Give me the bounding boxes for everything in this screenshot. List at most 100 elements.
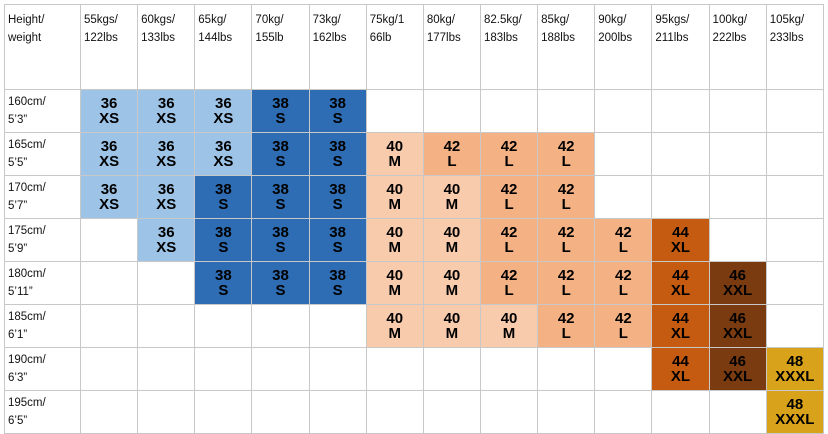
empty-cell [422, 89, 481, 133]
empty-cell [251, 304, 310, 348]
size-number: 42 [557, 181, 575, 198]
empty-cell [79, 304, 139, 348]
size-label: XS [156, 110, 177, 127]
size-label: L [561, 196, 571, 213]
size-number: 38 [272, 181, 289, 198]
size-cell: 48 XXXL [765, 347, 825, 391]
size-number: 46 [729, 353, 746, 370]
size-label: M [388, 153, 402, 170]
size-cell: 40 M [422, 175, 481, 219]
size-label: XXXL [775, 411, 815, 428]
size-number: 38 [329, 95, 346, 112]
size-number: 38 [215, 181, 232, 198]
header-cell: 65kg/ 144lbs [194, 4, 253, 90]
size-number: 46 [729, 310, 746, 327]
size-label: L [561, 325, 571, 342]
size-label: S [218, 239, 229, 256]
size-cell: 48 XXXL [765, 390, 825, 434]
empty-cell [251, 347, 310, 391]
size-cell: 40 M [365, 132, 424, 176]
empty-cell [651, 89, 710, 133]
size-number: 38 [329, 267, 346, 284]
empty-cell [651, 132, 710, 176]
size-number: 40 [500, 310, 518, 327]
body-row: 180cm/ 5’11” 38 S 38 S 38 S 40 M 40 M 42 L 42 L 42 L 44 XL… [4, 261, 825, 305]
size-number: 36 [157, 95, 175, 112]
size-label: S [332, 196, 343, 213]
size-number: 40 [386, 138, 404, 155]
header-row: Height/ weight 55kgs/ 122lbs 60kgs/ 133lbs… [4, 4, 825, 90]
size-cell: 36 XS [194, 132, 253, 176]
size-cell: 36 XS [137, 218, 196, 262]
size-cell: 46 XXL [708, 304, 767, 348]
size-label: XXL [723, 368, 753, 385]
empty-cell [708, 89, 767, 133]
size-label: M [445, 239, 459, 256]
size-cell: 40 M [365, 175, 424, 219]
row-header: 190cm/ 6’3” [4, 347, 81, 391]
empty-cell [79, 390, 139, 434]
size-label: L [504, 239, 514, 256]
size-cell: 36 XS [137, 132, 196, 176]
row-header: 170cm/ 5’7” [4, 175, 81, 219]
empty-cell [594, 390, 653, 434]
empty-cell [365, 390, 424, 434]
size-number: 40 [443, 224, 461, 241]
size-number: 36 [215, 138, 232, 155]
empty-cell [422, 390, 481, 434]
size-label: L [447, 153, 457, 170]
body-row: 185cm/ 6’1” 40 M 40 M 40 M 42 L 42 L 44 XL 46 XXL [4, 304, 825, 348]
size-number: 36 [100, 95, 118, 112]
empty-cell [137, 261, 196, 305]
size-cell: 36 XS [137, 89, 196, 133]
size-label: S [275, 239, 286, 256]
size-number: 44 [672, 353, 689, 370]
empty-cell [194, 347, 253, 391]
size-number: 42 [614, 267, 632, 284]
size-number: 38 [272, 267, 289, 284]
size-cell: 42 L [537, 261, 596, 305]
empty-cell [708, 218, 767, 262]
size-label: XXL [723, 325, 753, 342]
size-number: 48 [786, 353, 804, 370]
size-label: S [332, 110, 343, 127]
size-label: XS [213, 153, 234, 170]
header-cell: 60kgs/ 133lbs [137, 4, 196, 90]
size-label: L [561, 153, 571, 170]
empty-cell [765, 218, 825, 262]
header-cell: 80kg/ 177lbs [422, 4, 481, 90]
size-cell: 36 XS [137, 175, 196, 219]
size-cell: 46 XXL [708, 347, 767, 391]
header-cell: 75kg/1 66lb [365, 4, 424, 90]
size-number: 42 [557, 138, 575, 155]
size-number: 36 [215, 95, 232, 112]
size-number: 36 [100, 138, 118, 155]
size-label: S [332, 282, 343, 299]
empty-cell [137, 304, 196, 348]
size-number: 44 [672, 310, 689, 327]
empty-cell [708, 175, 767, 219]
empty-cell [537, 347, 596, 391]
size-label: S [218, 196, 229, 213]
size-cell: 44 XL [651, 304, 710, 348]
size-label: S [332, 153, 343, 170]
size-label: XL [670, 239, 691, 256]
size-number: 46 [729, 267, 746, 284]
size-label: M [388, 196, 402, 213]
size-label: XXXL [775, 368, 815, 385]
empty-cell [479, 390, 539, 434]
size-label: XS [213, 110, 234, 127]
size-label: M [388, 239, 402, 256]
body-row: 160cm/ 5’3” 36 XS 36 XS 36 XS 38 S 38 S [4, 89, 825, 133]
size-cell: 38 S [308, 175, 367, 219]
size-cell: 40 M [422, 261, 481, 305]
empty-cell [308, 347, 367, 391]
header-cell: 95kgs/ 211lbs [651, 4, 710, 90]
empty-cell [137, 390, 196, 434]
page: Height/ weight 55kgs/ 122lbs 60kgs/ 133lbs… [0, 4, 828, 434]
size-label: XS [156, 153, 177, 170]
size-number: 40 [443, 267, 461, 284]
empty-cell [194, 390, 253, 434]
size-label: S [275, 110, 286, 127]
size-label: L [504, 196, 514, 213]
